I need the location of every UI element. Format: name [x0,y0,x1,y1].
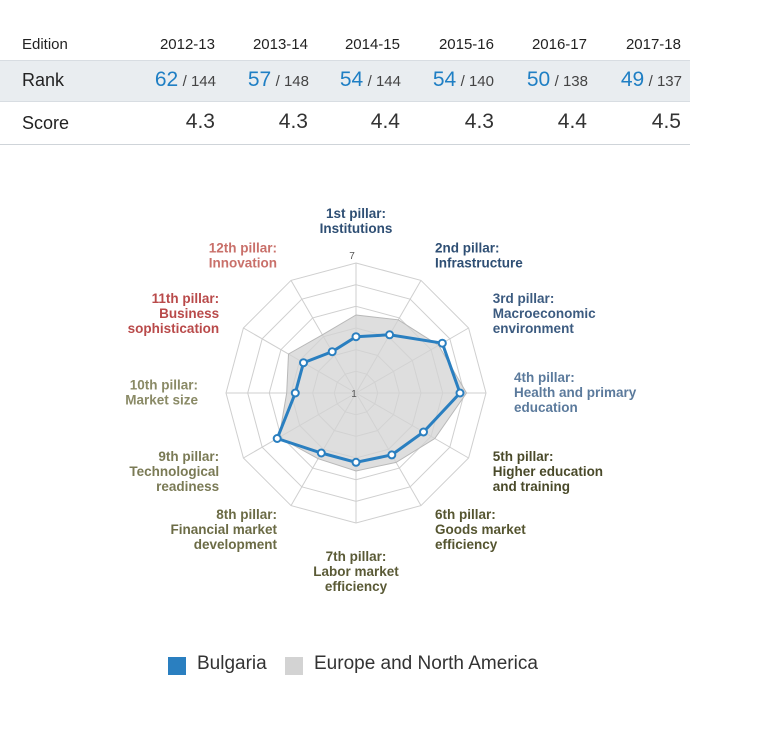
axis-label-pillar-12: 12th pillar: [209,241,277,256]
data-point-bulgaria [327,347,337,357]
data-point-bulgaria [419,427,428,437]
data-point-bulgaria [290,388,300,398]
rank-value: 50 [526,68,551,91]
data-point-bulgaria [437,338,447,348]
rank-value: 57 [247,68,272,91]
data-point-bulgaria [455,388,465,398]
axis-label-pillar-9: readiness [156,479,219,494]
edition-label: Edition [22,36,68,53]
legend-swatch-europe [285,657,303,675]
rank-value: 62 [154,68,179,91]
score-value: 4.3 [278,110,308,133]
score-value: 4.5 [651,110,681,133]
score-label: Score [22,113,70,133]
rank-row: Rank 62 / 144 57 / 148 54 / 144 54 / 140… [0,60,690,102]
edition-row: Edition 2012-13 2013-14 2014-15 2015-16 … [0,28,690,60]
axis-label-pillar-7: efficiency [325,579,388,594]
legend-label-bulgaria: Bulgaria [197,653,267,674]
axis-label-pillar-10: 10th pillar: [130,378,198,393]
edition-2013-14: 2013-14 [252,36,308,53]
rank-value: 54 [432,68,457,91]
rank-total: / 144 [182,73,216,90]
rank-cell: 62 / 144 [96,68,216,92]
rank-total: / 137 [648,73,682,90]
data-point-bulgaria [316,448,326,458]
score-value: 4.3 [464,110,494,133]
axis-label-pillar-7: Labor market [313,564,399,579]
axis-label-pillar-8: development [194,537,278,552]
radar-chart: 7 1 1st pillar:Institutions 2nd pillar:Infr… [125,206,637,594]
edition-2015-16: 2015-16 [438,36,494,53]
data-point-bulgaria [351,457,361,467]
data-point-bulgaria [387,450,397,460]
data-point-bulgaria [351,332,361,342]
axis-label-pillar-8: 8th pillar: [216,507,277,522]
axis-label-pillar-6: 6th pillar: [435,507,496,522]
axis-label-pillar-4: Health and primary [514,385,637,400]
axis-label-pillar-11: sophistication [128,321,220,336]
axis-label-pillar-11: Business [159,306,219,321]
axis-label-pillar-2: 2nd pillar: [435,241,500,256]
axis-label-pillar-3: Macroeconomic [493,306,596,321]
data-point-bulgaria [272,434,282,443]
axis-label-pillar-6: Goods market [435,522,526,537]
data-point-bulgaria [385,330,395,340]
legend-label-europe: Europe and North America [314,653,538,674]
rank-cell: 57 / 148 [189,68,309,92]
axis-label-pillar-3: environment [493,321,575,336]
rank-total: / 140 [460,73,494,90]
axis-label-pillar-9: 9th pillar: [158,449,219,464]
axis-label-pillar-7: 7th pillar: [326,549,387,564]
axis-label-pillar-10: Market size [125,393,198,408]
score-value: 4.4 [370,110,400,133]
axis-label-pillar-6: efficiency [435,537,498,552]
legend-swatch-bulgaria [168,657,186,675]
axis-label-pillar-1: 1st pillar: [326,206,386,221]
score-value: 4.4 [557,110,587,133]
edition-2012-13: 2012-13 [159,36,215,53]
scale-max-label: 7 [349,251,355,262]
rank-total: / 144 [367,73,401,90]
edition-table: Edition 2012-13 2013-14 2014-15 2015-16 … [0,28,690,145]
axis-label-pillar-4: 4th pillar: [514,370,575,385]
axis-label-pillar-9: Technological [129,464,219,479]
rank-label: Rank [22,70,65,90]
axis-label-pillar-8: Financial market [170,522,277,537]
edition-2014-15: 2014-15 [344,36,400,53]
axis-label-pillar-5: 5th pillar: [493,449,554,464]
data-point-bulgaria [299,358,308,368]
rank-cell: 49 / 137 [562,68,682,92]
scale-min-label: 1 [351,389,357,400]
rank-cell: 54 / 144 [281,68,401,92]
axis-label-pillar-12: Innovation [209,256,277,271]
axis-label-pillar-11: 11th pillar: [152,291,220,306]
axis-label-pillar-2: Infrastructure [435,256,523,271]
rank-cell: 54 / 140 [374,68,494,92]
edition-2016-17: 2016-17 [531,36,587,53]
rank-total: / 148 [275,73,309,90]
axis-label-pillar-4: education [514,400,578,415]
axis-label-pillar-1: Institutions [320,221,393,236]
rank-value: 54 [339,68,364,91]
axis-label-pillar-3: 3rd pillar: [493,291,555,306]
axis-label-pillar-5: Higher education [493,464,603,479]
score-row: Score 4.3 4.3 4.4 4.3 4.4 4.5 [0,102,690,145]
rank-total: / 138 [554,73,588,90]
axis-label-pillar-5: and training [493,479,570,494]
rank-value: 49 [620,68,645,91]
score-value: 4.3 [185,110,215,133]
edition-2017-18: 2017-18 [625,36,681,53]
rank-cell: 50 / 138 [468,68,588,92]
